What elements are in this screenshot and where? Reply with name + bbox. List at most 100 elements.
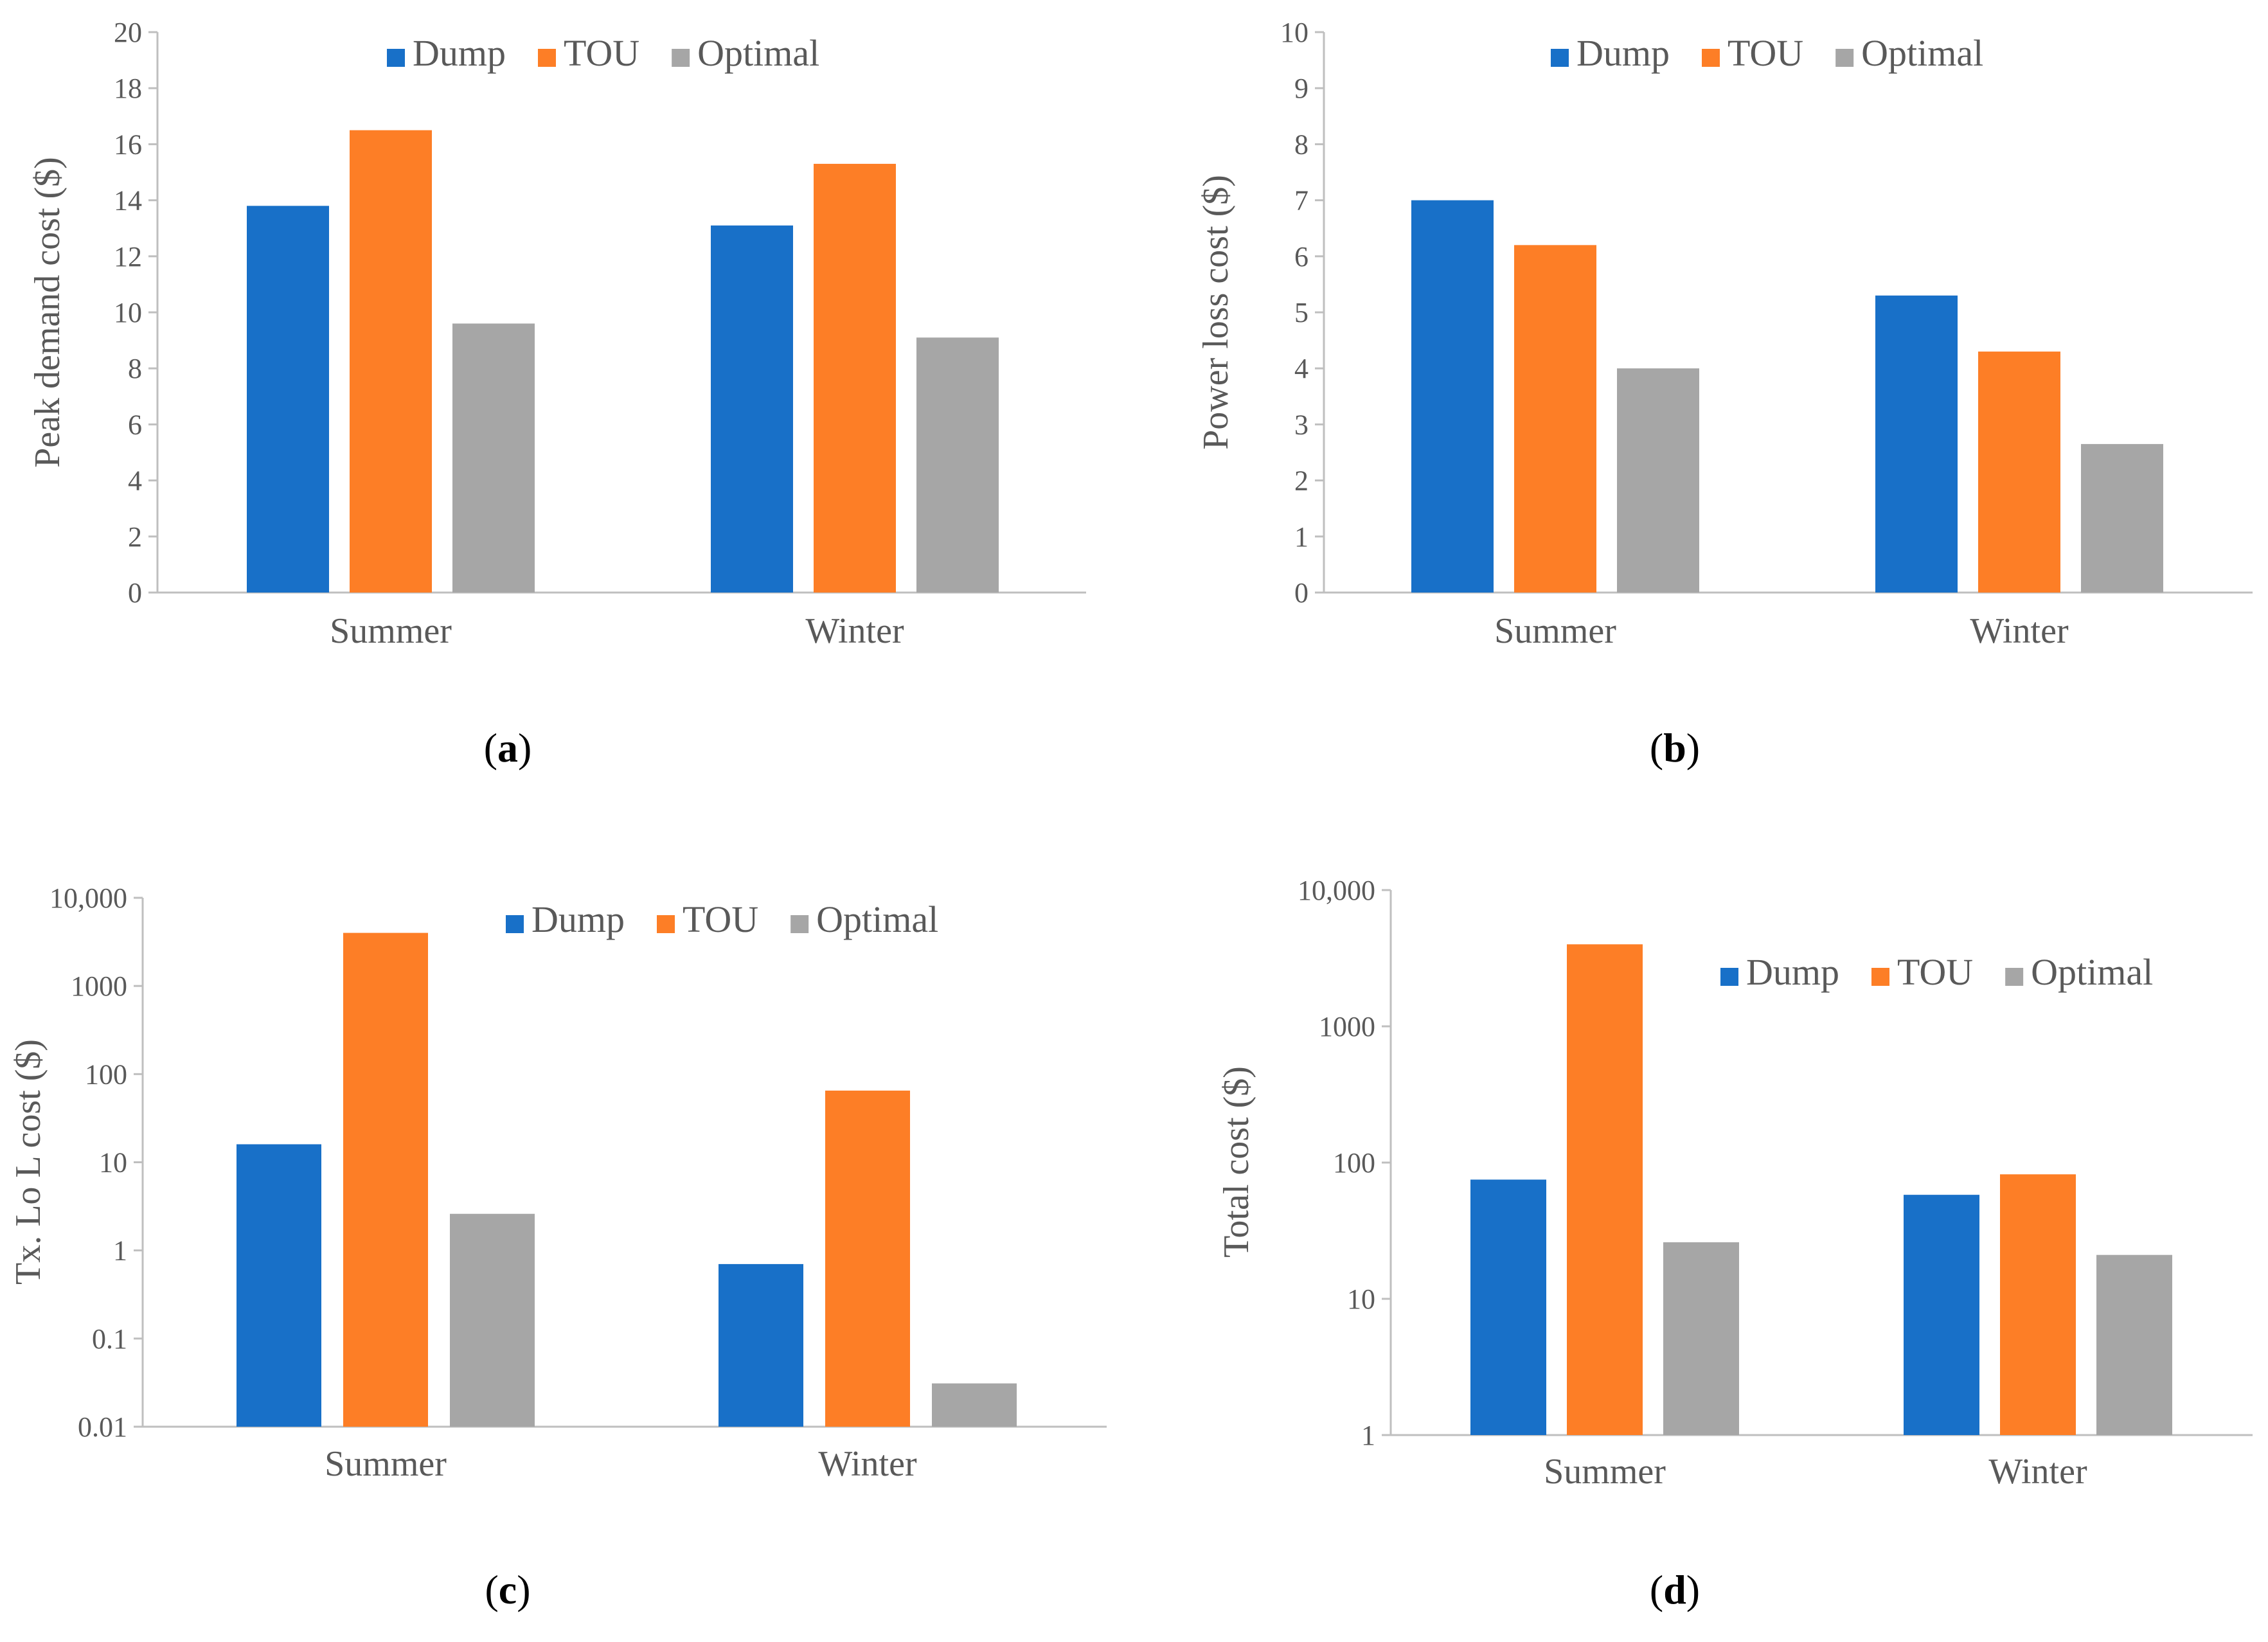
category-label: Winter bbox=[818, 1444, 917, 1484]
legend-label-tou: TOU bbox=[683, 898, 758, 940]
bar-tou-summer bbox=[350, 130, 432, 593]
bar-tou-summer bbox=[343, 933, 428, 1427]
legend: Dump TOU Optimal bbox=[1720, 951, 2153, 993]
legend-swatch-tou bbox=[1871, 968, 1889, 986]
bar-optimal-winter bbox=[932, 1383, 1017, 1427]
legend: Dump TOU Optimal bbox=[387, 32, 819, 74]
bar-dump-winter bbox=[1875, 295, 1958, 593]
bar-optimal-summer bbox=[450, 1213, 535, 1427]
bar-tou-winter bbox=[2000, 1174, 2076, 1435]
legend-label-tou: TOU bbox=[564, 32, 639, 74]
category-label: Winter bbox=[1970, 611, 2069, 651]
y-tick-label: 6 bbox=[1294, 241, 1308, 272]
legend-label-dump: Dump bbox=[413, 32, 506, 74]
y-tick-label: 10 bbox=[1280, 17, 1308, 48]
y-tick-label: 1 bbox=[113, 1235, 127, 1267]
y-tick-label: 1000 bbox=[1319, 1011, 1375, 1042]
y-tick-label: 18 bbox=[114, 73, 142, 104]
bar-tou-summer bbox=[1514, 245, 1596, 593]
y-tick-label: 100 bbox=[1333, 1147, 1375, 1179]
chart-panel-c: 0.01 0.1 1 10 100 1000 10,000 Tx. Lo L cost ($)… bbox=[8, 882, 1107, 1612]
y-axis-title: Peak demand cost ($) bbox=[28, 157, 67, 468]
y-tick-label: 100 bbox=[85, 1058, 127, 1090]
chart-panel-b: 0 1 2 3 4 5 6 7 8 9 10 Power loss cost ($) Summer Win… bbox=[1196, 17, 2253, 771]
panel-label: (c) bbox=[485, 1567, 530, 1612]
legend-swatch-tou bbox=[538, 49, 556, 67]
legend-swatch-dump bbox=[387, 49, 405, 67]
bar-optimal-winter bbox=[2096, 1254, 2172, 1435]
y-tick-label: 5 bbox=[1294, 297, 1308, 328]
y-tick-label: 2 bbox=[128, 521, 142, 553]
legend-swatch-optimal bbox=[790, 915, 809, 933]
y-tick-label: 9 bbox=[1294, 73, 1308, 104]
y-tick-label: 7 bbox=[1294, 185, 1308, 217]
chart-panel-d: 1 10 100 1000 10,000 Total cost ($) Summer Wint… bbox=[1217, 875, 2253, 1612]
y-tick-label: 10 bbox=[114, 297, 142, 328]
legend: Dump TOU Optimal bbox=[1551, 32, 1983, 74]
legend-label-tou: TOU bbox=[1728, 32, 1803, 74]
bar-dump-summer bbox=[1470, 1179, 1546, 1435]
y-axis-title: Total cost ($) bbox=[1217, 1066, 1256, 1258]
y-tick-label: 8 bbox=[128, 353, 142, 384]
legend-label-tou: TOU bbox=[1897, 951, 1973, 993]
y-tick-label: 0.1 bbox=[92, 1323, 127, 1355]
category-label: Summer bbox=[325, 1444, 447, 1484]
bar-dump-summer bbox=[1411, 200, 1494, 593]
legend-swatch-tou bbox=[1702, 49, 1720, 67]
legend-swatch-dump bbox=[506, 915, 524, 933]
legend-label-dump: Dump bbox=[531, 898, 625, 940]
bar-tou-winter bbox=[814, 163, 896, 593]
y-tick-label: 8 bbox=[1294, 129, 1308, 160]
y-tick-label: 14 bbox=[114, 185, 142, 217]
y-tick-label: 10,000 bbox=[49, 882, 127, 914]
y-tick-label: 4 bbox=[1294, 353, 1308, 384]
y-tick-label: 1 bbox=[1294, 521, 1308, 553]
legend-swatch-tou bbox=[657, 915, 675, 933]
y-tick-label: 10 bbox=[99, 1147, 127, 1179]
panel-label: (a) bbox=[484, 725, 532, 771]
legend-label-dump: Dump bbox=[1746, 951, 1839, 993]
chart-panel-a: 0 2 4 6 8 10 12 14 16 18 20 Peak demand cost ($) Sum… bbox=[28, 17, 1086, 771]
bar-tou-summer bbox=[1567, 944, 1643, 1435]
y-tick-label: 20 bbox=[114, 17, 142, 48]
legend-swatch-optimal bbox=[2005, 968, 2024, 986]
y-tick-label: 2 bbox=[1294, 465, 1308, 497]
legend-swatch-dump bbox=[1551, 49, 1569, 67]
y-axis-title: Power loss cost ($) bbox=[1196, 175, 1236, 450]
bar-optimal-winter bbox=[916, 337, 999, 593]
legend: Dump TOU Optimal bbox=[506, 898, 938, 940]
legend-label-dump: Dump bbox=[1576, 32, 1670, 74]
y-tick-label: 0.01 bbox=[78, 1411, 127, 1443]
legend-label-optimal: Optimal bbox=[1861, 32, 1983, 74]
y-tick-label: 1 bbox=[1361, 1420, 1375, 1451]
y-tick-label: 10,000 bbox=[1298, 875, 1375, 906]
bar-optimal-summer bbox=[1617, 368, 1699, 593]
legend-label-optimal: Optimal bbox=[2031, 951, 2153, 993]
y-tick-label: 1000 bbox=[71, 970, 127, 1002]
legend-label-optimal: Optimal bbox=[816, 898, 938, 940]
category-label: Summer bbox=[330, 611, 452, 651]
category-label: Winter bbox=[805, 611, 904, 651]
bar-dump-winter bbox=[711, 225, 793, 593]
bar-optimal-winter bbox=[2081, 443, 2163, 593]
bar-dump-summer bbox=[247, 206, 329, 593]
bar-optimal-summer bbox=[452, 323, 535, 593]
category-label: Summer bbox=[1544, 1452, 1666, 1492]
y-tick-label: 10 bbox=[1347, 1283, 1375, 1315]
y-tick-label: 4 bbox=[128, 465, 142, 497]
legend-swatch-optimal bbox=[672, 49, 690, 67]
legend-swatch-dump bbox=[1720, 968, 1738, 986]
bar-dump-summer bbox=[237, 1144, 321, 1427]
bar-dump-winter bbox=[1904, 1195, 1979, 1435]
y-tick-label: 3 bbox=[1294, 409, 1308, 440]
category-label: Winter bbox=[1988, 1452, 2087, 1492]
bar-optimal-summer bbox=[1663, 1242, 1739, 1435]
y-tick-label: 12 bbox=[114, 241, 142, 272]
y-axis-title: Tx. Lo L cost ($) bbox=[8, 1039, 48, 1285]
y-tick-label: 0 bbox=[128, 577, 142, 609]
y-tick-label: 6 bbox=[128, 409, 142, 440]
panel-label: (b) bbox=[1650, 725, 1700, 771]
bar-tou-winter bbox=[1978, 352, 2060, 593]
legend-label-optimal: Optimal bbox=[697, 32, 819, 74]
